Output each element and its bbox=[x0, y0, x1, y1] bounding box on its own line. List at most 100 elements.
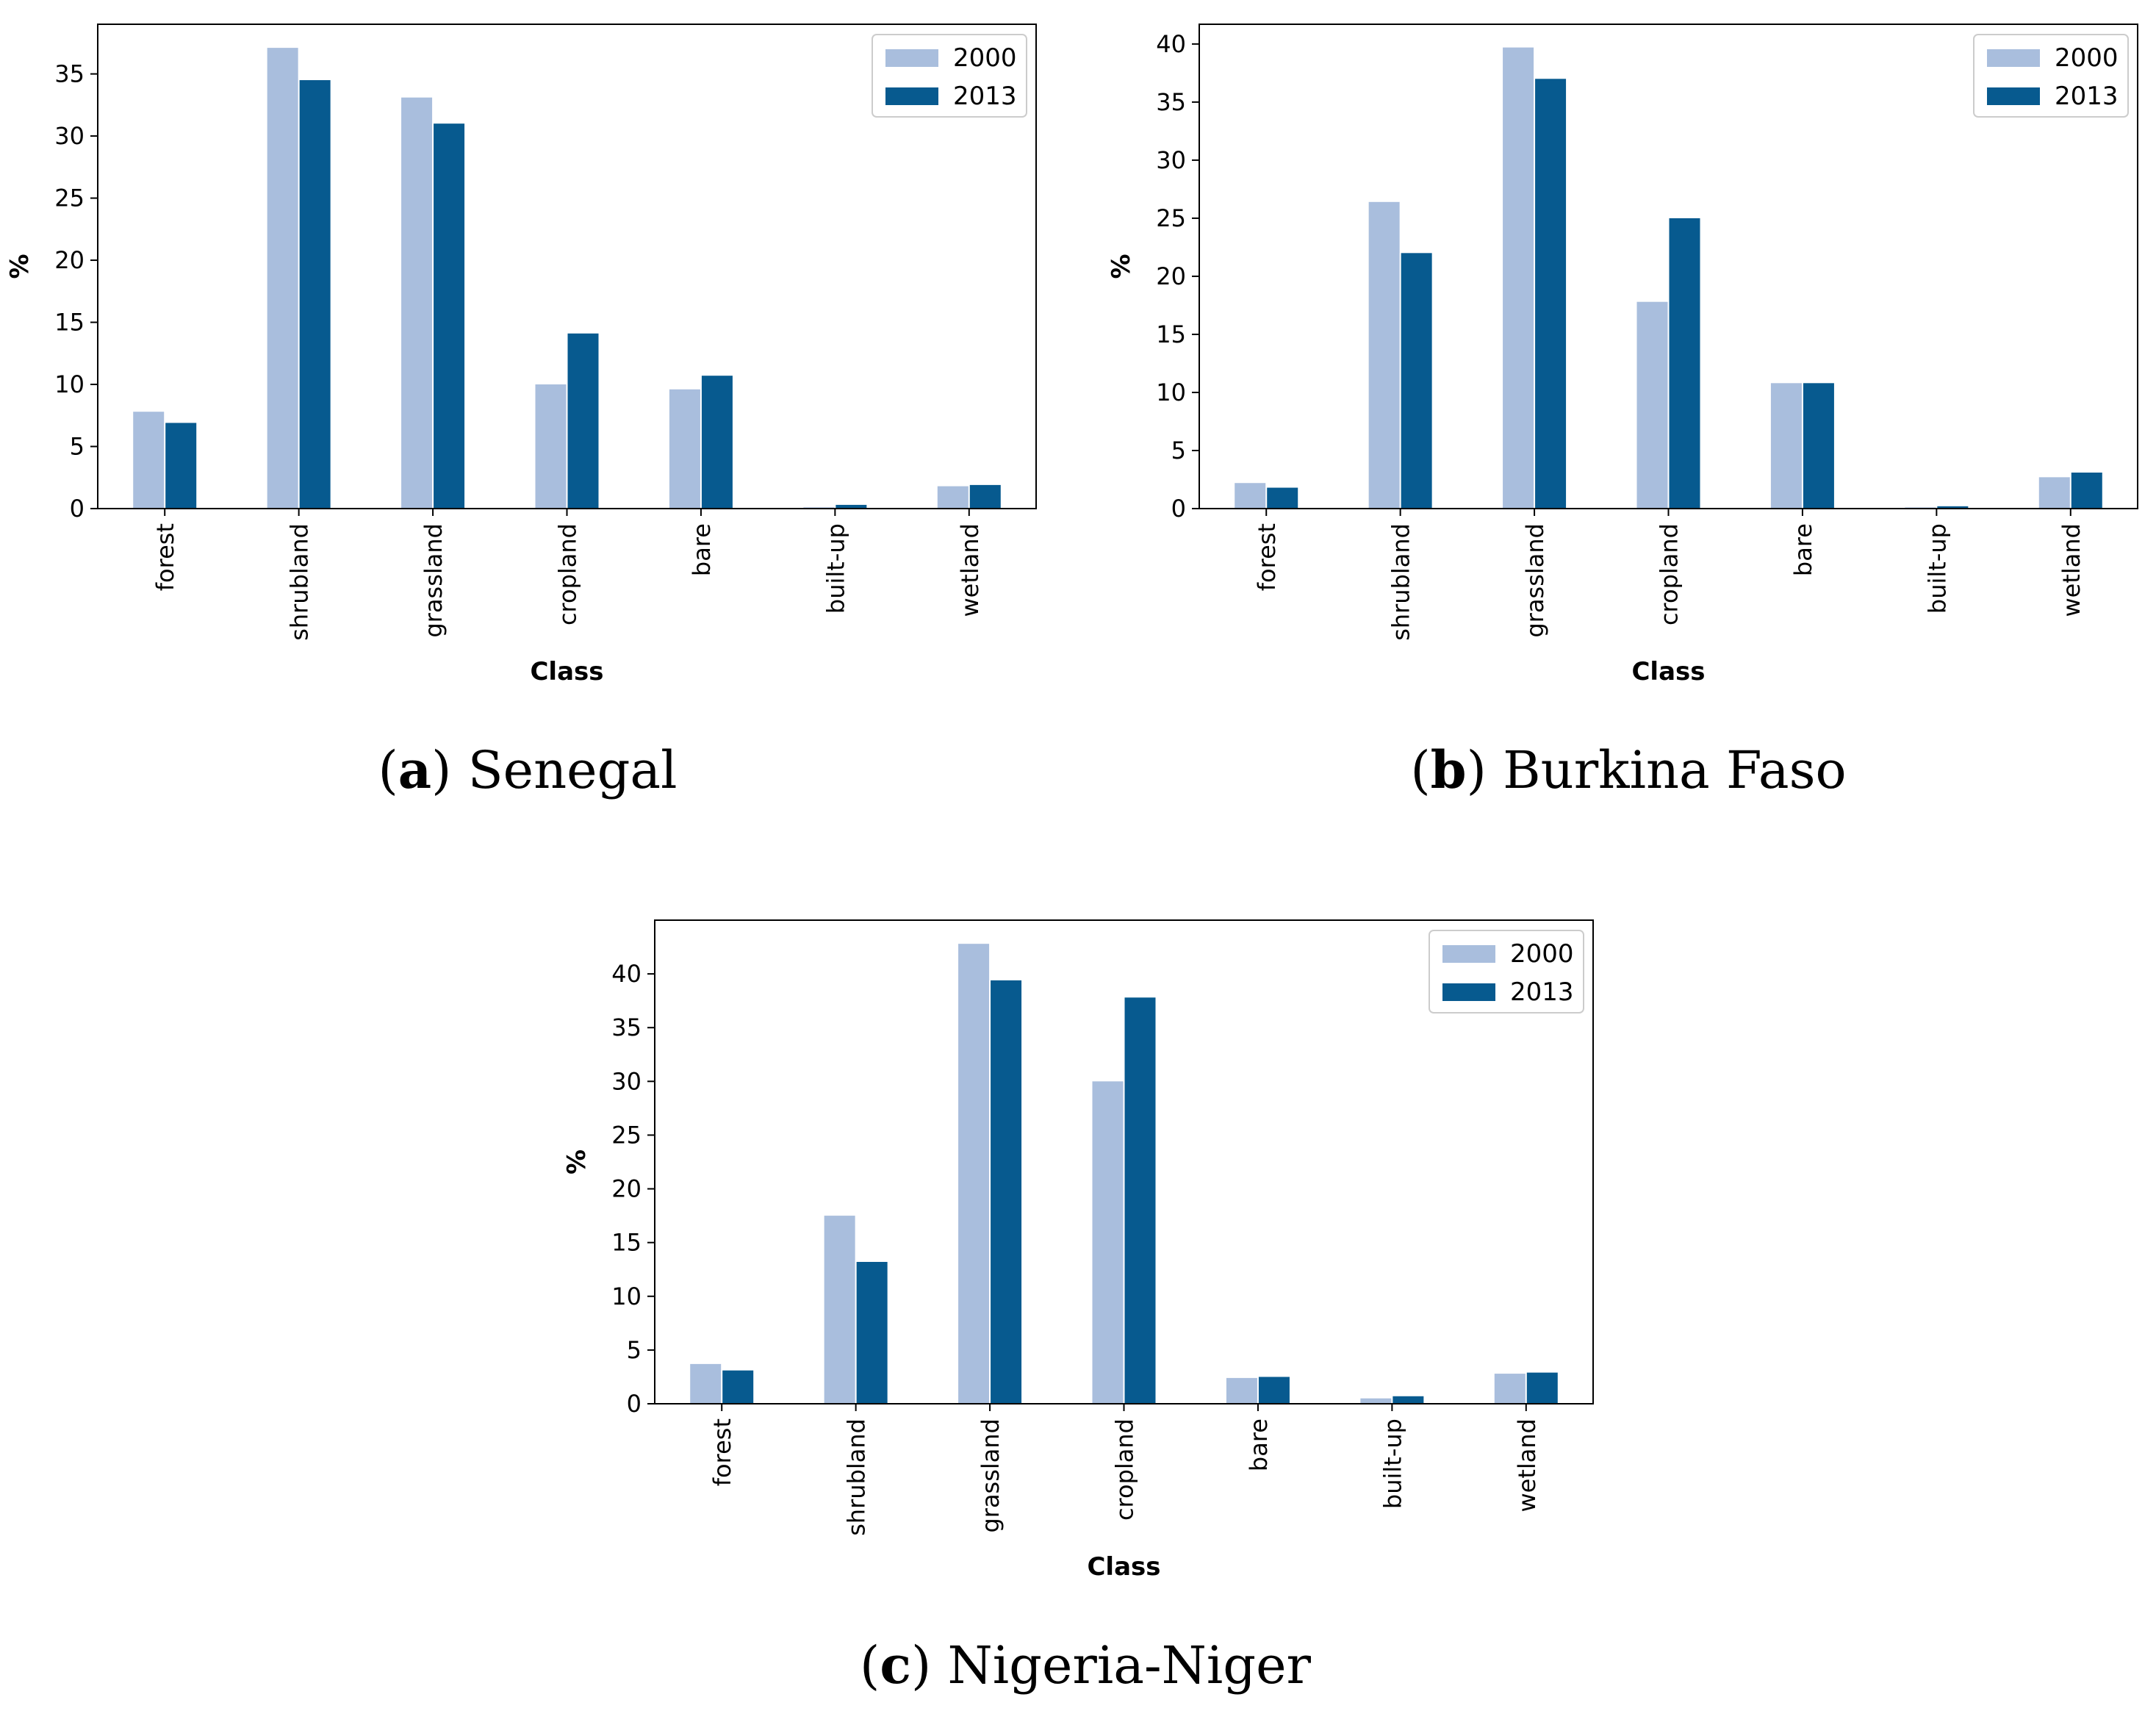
bar-wetland-2000 bbox=[937, 486, 969, 509]
caption-paren-open: ( bbox=[378, 740, 398, 800]
legend: 2000 2013 bbox=[872, 34, 1027, 118]
bar-forest-2013 bbox=[1267, 487, 1298, 509]
legend: 2000 2013 bbox=[1973, 34, 2129, 118]
panel-caption: (b) Burkina Faso bbox=[1410, 739, 1846, 800]
bar-shrubland-2013 bbox=[856, 1261, 888, 1404]
x-tick-label-built-up: built-up bbox=[1379, 1418, 1406, 1509]
bar-shrubland-2000 bbox=[824, 1216, 855, 1404]
caption-paren-open: ( bbox=[860, 1635, 880, 1696]
caption-paren-close: ) bbox=[1467, 740, 1503, 800]
caption-paren-close: ) bbox=[911, 1635, 948, 1696]
y-axis-title: % bbox=[1107, 254, 1136, 279]
x-tick-label-bare: bare bbox=[1245, 1418, 1273, 1471]
legend-swatch-2013 bbox=[1442, 983, 1495, 1001]
x-tick-label-wetland: wetland bbox=[2058, 523, 2085, 617]
x-tick-label-built-up: built-up bbox=[1923, 523, 1951, 614]
panel-burkina-faso: 0 5 10 15 20 25 30 35 40 forest shrubland grassland… bbox=[1107, 24, 2138, 800]
bar-bare-2000 bbox=[1770, 383, 1802, 509]
x-tick-label-shrubland: shrubland bbox=[843, 1418, 871, 1536]
y-tick-label: 15 bbox=[54, 309, 85, 337]
bar-forest-2000 bbox=[133, 412, 165, 509]
x-tick-label-cropland: cropland bbox=[1111, 1418, 1139, 1521]
y-tick-label: 15 bbox=[611, 1229, 642, 1257]
bar-forest-2000 bbox=[690, 1363, 722, 1404]
bar-bare-2013 bbox=[701, 376, 733, 509]
y-tick-label: 5 bbox=[627, 1336, 642, 1364]
y-tick-label: 35 bbox=[54, 60, 85, 88]
x-tick-label-wetland: wetland bbox=[956, 523, 984, 617]
panel-senegal: 0 5 10 15 20 25 30 35 forest shrubland grassland cr… bbox=[5, 24, 1037, 800]
y-tick-label: 0 bbox=[70, 495, 85, 523]
bar-bare-2000 bbox=[669, 389, 700, 509]
legend-swatch-2013 bbox=[885, 87, 938, 105]
y-tick-label: 30 bbox=[1156, 146, 1186, 174]
bar-cropland-2000 bbox=[535, 384, 567, 509]
bar-grassland-2013 bbox=[991, 980, 1022, 1404]
bar-forest-2013 bbox=[722, 1370, 754, 1404]
bar-shrubland-2000 bbox=[267, 48, 298, 509]
bar-forest-2000 bbox=[1235, 483, 1266, 509]
panel-nigeria-niger: 0 5 10 15 20 25 30 35 40 forest shrubland grassland… bbox=[562, 919, 1594, 1696]
legend-label-2000: 2000 bbox=[953, 43, 1017, 73]
legend-label-2013: 2013 bbox=[2055, 82, 2119, 111]
bar-shrubland-2013 bbox=[299, 80, 331, 509]
x-tick-label-shrubland: shrubland bbox=[286, 523, 314, 641]
x-tick-label-shrubland: shrubland bbox=[1387, 523, 1415, 641]
bar-shrubland-2000 bbox=[1368, 201, 1400, 509]
y-tick-label: 15 bbox=[1156, 320, 1186, 348]
y-tick-label: 30 bbox=[611, 1067, 642, 1095]
caption-paren-close: ) bbox=[431, 740, 468, 800]
x-tick-label-forest: forest bbox=[151, 523, 179, 591]
bar-cropland-2013 bbox=[1669, 218, 1700, 509]
x-tick-label-built-up: built-up bbox=[822, 523, 849, 614]
bar-built-up-2013 bbox=[836, 504, 867, 509]
bar-built-up-2013 bbox=[1937, 506, 1969, 509]
x-tick-label-cropland: cropland bbox=[1656, 523, 1684, 625]
legend-swatch-2000 bbox=[1987, 49, 2040, 67]
caption-letter: c bbox=[880, 1635, 911, 1696]
bar-grassland-2013 bbox=[434, 123, 465, 509]
y-tick-label: 40 bbox=[611, 960, 642, 988]
bar-grassland-2000 bbox=[958, 944, 990, 1404]
y-tick-label: 5 bbox=[70, 433, 85, 461]
legend: 2000 2013 bbox=[1429, 930, 1584, 1014]
legend-label-2013: 2013 bbox=[953, 82, 1017, 111]
bar-grassland-2000 bbox=[401, 97, 433, 509]
bar-grassland-2000 bbox=[1503, 47, 1534, 509]
y-tick-label: 40 bbox=[1156, 30, 1186, 58]
bar-built-up-2000 bbox=[1360, 1398, 1392, 1404]
bar-bare-2000 bbox=[1226, 1377, 1257, 1404]
legend-swatch-2000 bbox=[885, 49, 938, 67]
y-tick-label: 35 bbox=[1156, 88, 1186, 116]
y-tick-label: 25 bbox=[611, 1121, 642, 1149]
y-tick-label: 25 bbox=[54, 184, 85, 212]
bar-wetland-2000 bbox=[2038, 477, 2070, 509]
y-tick-label: 0 bbox=[1171, 495, 1186, 523]
bar-bare-2013 bbox=[1803, 383, 1834, 509]
x-tick-label-bare: bare bbox=[1789, 523, 1817, 576]
caption-paren-open: ( bbox=[1410, 740, 1430, 800]
caption-name: Nigeria-Niger bbox=[948, 1635, 1312, 1696]
bar-wetland-2000 bbox=[1494, 1374, 1526, 1404]
y-tick-label: 10 bbox=[54, 370, 85, 398]
x-tick-label-bare: bare bbox=[688, 523, 716, 576]
bar-cropland-2013 bbox=[567, 333, 599, 509]
bar-cropland-2013 bbox=[1124, 997, 1156, 1404]
y-tick-label: 10 bbox=[611, 1282, 642, 1310]
x-axis-title: Class bbox=[1631, 657, 1705, 686]
y-axis-title: % bbox=[562, 1149, 592, 1174]
bar-built-up-2013 bbox=[1393, 1396, 1424, 1404]
x-axis-title: Class bbox=[1087, 1552, 1160, 1582]
bar-grassland-2013 bbox=[1535, 79, 1567, 509]
x-tick-label-forest: forest bbox=[1253, 523, 1281, 591]
bar-forest-2013 bbox=[165, 423, 197, 509]
caption-name: Burkina Faso bbox=[1503, 740, 1846, 800]
x-axis-title: Class bbox=[530, 657, 603, 686]
y-tick-label: 35 bbox=[611, 1014, 642, 1041]
bar-bare-2013 bbox=[1258, 1377, 1290, 1404]
x-tick-label-cropland: cropland bbox=[554, 523, 582, 625]
x-tick-label-forest: forest bbox=[708, 1418, 736, 1486]
caption-name: Senegal bbox=[468, 740, 678, 800]
y-tick-label: 20 bbox=[1156, 262, 1186, 290]
